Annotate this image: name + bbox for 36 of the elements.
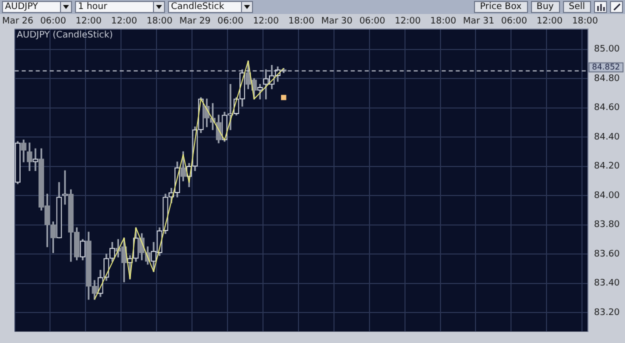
x-tick-label: Mar 26: [2, 16, 34, 27]
ref-line-label: 84.852: [592, 62, 620, 72]
y-tick-label: 84.20: [594, 162, 620, 172]
y-tick-label: 83.60: [594, 249, 620, 260]
x-tick-label: 12:00: [111, 16, 138, 27]
y-tick-label: 83.80: [594, 220, 620, 230]
y-tick-label: 83.20: [594, 308, 620, 318]
y-tick-label: 83.40: [594, 278, 620, 289]
y-tick-label: 84.00: [594, 190, 620, 201]
y-tick-label: 84.80: [594, 74, 620, 84]
y-tick-label: 84.60: [594, 103, 620, 114]
text: AUDJPY: [5, 2, 38, 12]
x-tick-label: 18:00: [572, 16, 598, 27]
x-tick-label: Mar 31: [463, 16, 494, 27]
chart-title: AUDJPY (CandleStick): [16, 30, 113, 41]
x-tick-label: 12:00: [76, 16, 102, 27]
text: 1 hour: [78, 2, 108, 12]
text: Buy: [530, 1, 560, 13]
x-tick-label: 06:00: [501, 16, 528, 27]
x-tick-label: 12:00: [252, 16, 280, 27]
x-tick-label: Mar 29: [179, 16, 211, 27]
text: Sell: [562, 1, 591, 13]
x-tick-label: 12:00: [394, 16, 421, 27]
x-tick-label: 18:00: [146, 16, 173, 27]
text: Price Box: [474, 1, 528, 13]
x-tick-label: Mar 30: [321, 16, 353, 27]
x-tick-label: 12:00: [536, 16, 563, 27]
candlestick: [32, 148, 38, 172]
y-tick-label: 84.40: [594, 132, 620, 142]
x-tick-label: 06:00: [217, 16, 244, 27]
y-tick-label: 85.00: [594, 44, 620, 55]
text: CandleStick: [171, 2, 224, 12]
x-tick-label: 18:00: [288, 16, 315, 27]
x-tick-label: 18:00: [430, 16, 456, 27]
x-tick-label: 06:00: [40, 16, 66, 27]
x-tick-label: 06:00: [359, 16, 386, 27]
